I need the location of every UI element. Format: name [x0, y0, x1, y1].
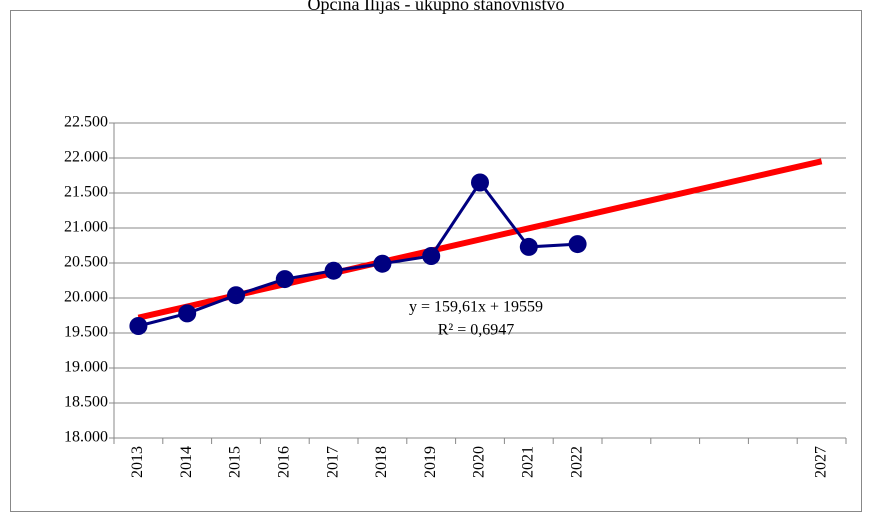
y-tick-label: 18.000: [64, 429, 108, 446]
data-point: [422, 247, 441, 265]
y-tick-label: 18.500: [64, 394, 108, 411]
data-point: [227, 286, 245, 305]
data-point: [129, 317, 148, 335]
x-tick-label: 2021: [519, 446, 536, 478]
annotation: y = 159,61x + 19559: [409, 299, 543, 316]
data-point: [519, 237, 538, 256]
y-tick-label: 22.000: [64, 149, 108, 166]
x-tick-label: 2014: [178, 446, 195, 478]
x-tick-label: 2022: [568, 446, 585, 478]
x-tick-label: 2018: [373, 446, 390, 478]
x-tick-label: 2015: [227, 446, 244, 478]
data-line: [138, 179, 578, 328]
x-tick-label: 2017: [324, 446, 341, 478]
chart-border: [10, 10, 862, 512]
y-tick-label: 21.500: [64, 184, 108, 201]
data-point: [373, 254, 392, 273]
y-tick-label: 19.000: [64, 359, 108, 376]
data-point: [178, 304, 197, 323]
y-tick-label: 19.500: [64, 324, 108, 341]
x-tick-label: 2019: [422, 446, 439, 478]
x-tick-label: 2027: [812, 446, 829, 478]
data-point: [324, 261, 343, 280]
data-point: [275, 270, 294, 289]
y-tick-label: 20.500: [64, 254, 108, 271]
annotation: R² = 0,6947: [438, 322, 515, 339]
x-tick-label: 2020: [471, 446, 488, 478]
data-point: [471, 173, 489, 192]
x-tick-label: 2016: [275, 446, 292, 478]
y-tick-label: 20.000: [64, 289, 108, 306]
y-tick-label: 21.000: [64, 219, 108, 236]
chart-title: Općina Ilijaš - ukupno stanovništvo: [308, 0, 565, 14]
data-point: [568, 235, 587, 254]
y-tick-label: 22.500: [64, 114, 108, 131]
x-tick-label: 2013: [129, 446, 146, 478]
